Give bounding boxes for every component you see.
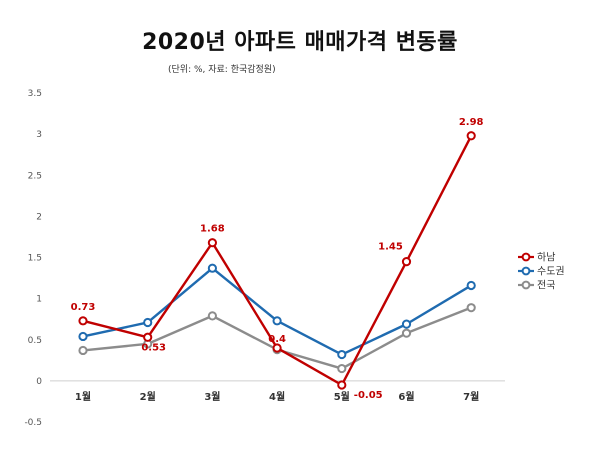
chart-subtitle: (단위: %, 자료: 한국감정원) <box>168 65 276 75</box>
data-point <box>337 363 347 374</box>
data-point <box>401 328 412 338</box>
data-label: 1.68 <box>200 224 225 235</box>
data-point <box>143 332 153 342</box>
data-point <box>466 280 476 291</box>
data-point <box>401 319 412 329</box>
x-tick-label: 3월 <box>204 391 220 403</box>
y-tick-label: 3 <box>36 130 42 140</box>
data-point <box>401 257 412 267</box>
legend-marker <box>521 280 531 290</box>
data-point <box>78 331 88 342</box>
data-point <box>207 238 217 248</box>
x-tick-label: 4월 <box>269 391 285 403</box>
x-tick-label: 1월 <box>75 391 91 403</box>
data-point <box>143 317 153 328</box>
y-tick-label: 0 <box>36 377 42 387</box>
data-point <box>272 316 282 326</box>
data-point <box>337 349 347 360</box>
data-point <box>207 311 217 321</box>
x-tick-label: 2월 <box>140 391 156 403</box>
y-tick-label: -0.5 <box>24 418 42 428</box>
data-label: 0.73 <box>71 302 96 313</box>
legend-label: 수도권 <box>537 266 565 278</box>
y-tick-label: 2.5 <box>28 171 42 181</box>
legend-item: 전국 <box>518 280 555 292</box>
chart-title: 2020년 아파트 매매가격 변동률 <box>142 30 458 55</box>
data-label: 0.4 <box>268 334 286 345</box>
series-하남 <box>78 131 476 390</box>
y-tick-label: 0.5 <box>28 336 42 346</box>
legend-item: 수도권 <box>518 266 565 278</box>
data-point <box>337 380 347 390</box>
y-tick-label: 3.5 <box>28 89 42 99</box>
series-수도권 <box>78 263 476 360</box>
x-tick-label: 6월 <box>398 391 414 403</box>
data-point <box>466 303 476 313</box>
legend-label: 하남 <box>537 251 555 264</box>
y-tick-label: 2 <box>36 212 42 222</box>
series-lines <box>78 131 476 390</box>
data-labels: 0.73 0.53 1.68 0.4 -0.05 1.45 2.98 <box>71 117 484 401</box>
y-tick-label: 1 <box>36 295 42 305</box>
data-point <box>78 345 88 356</box>
x-tick-label: 5월 <box>334 391 350 403</box>
data-point <box>466 131 476 141</box>
data-label: -0.05 <box>354 390 383 401</box>
data-point <box>272 343 282 353</box>
y-tick-label: 1.5 <box>28 254 42 264</box>
x-tick-label: 7월 <box>463 391 479 403</box>
axes: 3.5 3 2.5 2 1.5 1 0.5 0 -0.5 1월 2월 3월 4월 5월 6월 7월 <box>24 89 505 428</box>
legend-label: 전국 <box>537 280 555 292</box>
data-label: 2.98 <box>459 117 484 128</box>
data-label: 0.53 <box>141 342 166 353</box>
data-point <box>78 316 88 326</box>
data-label: 1.45 <box>378 242 403 253</box>
data-point <box>207 263 217 273</box>
legend-marker <box>521 252 531 262</box>
legend-item: 하남 <box>518 251 555 264</box>
legend-marker <box>521 266 531 276</box>
